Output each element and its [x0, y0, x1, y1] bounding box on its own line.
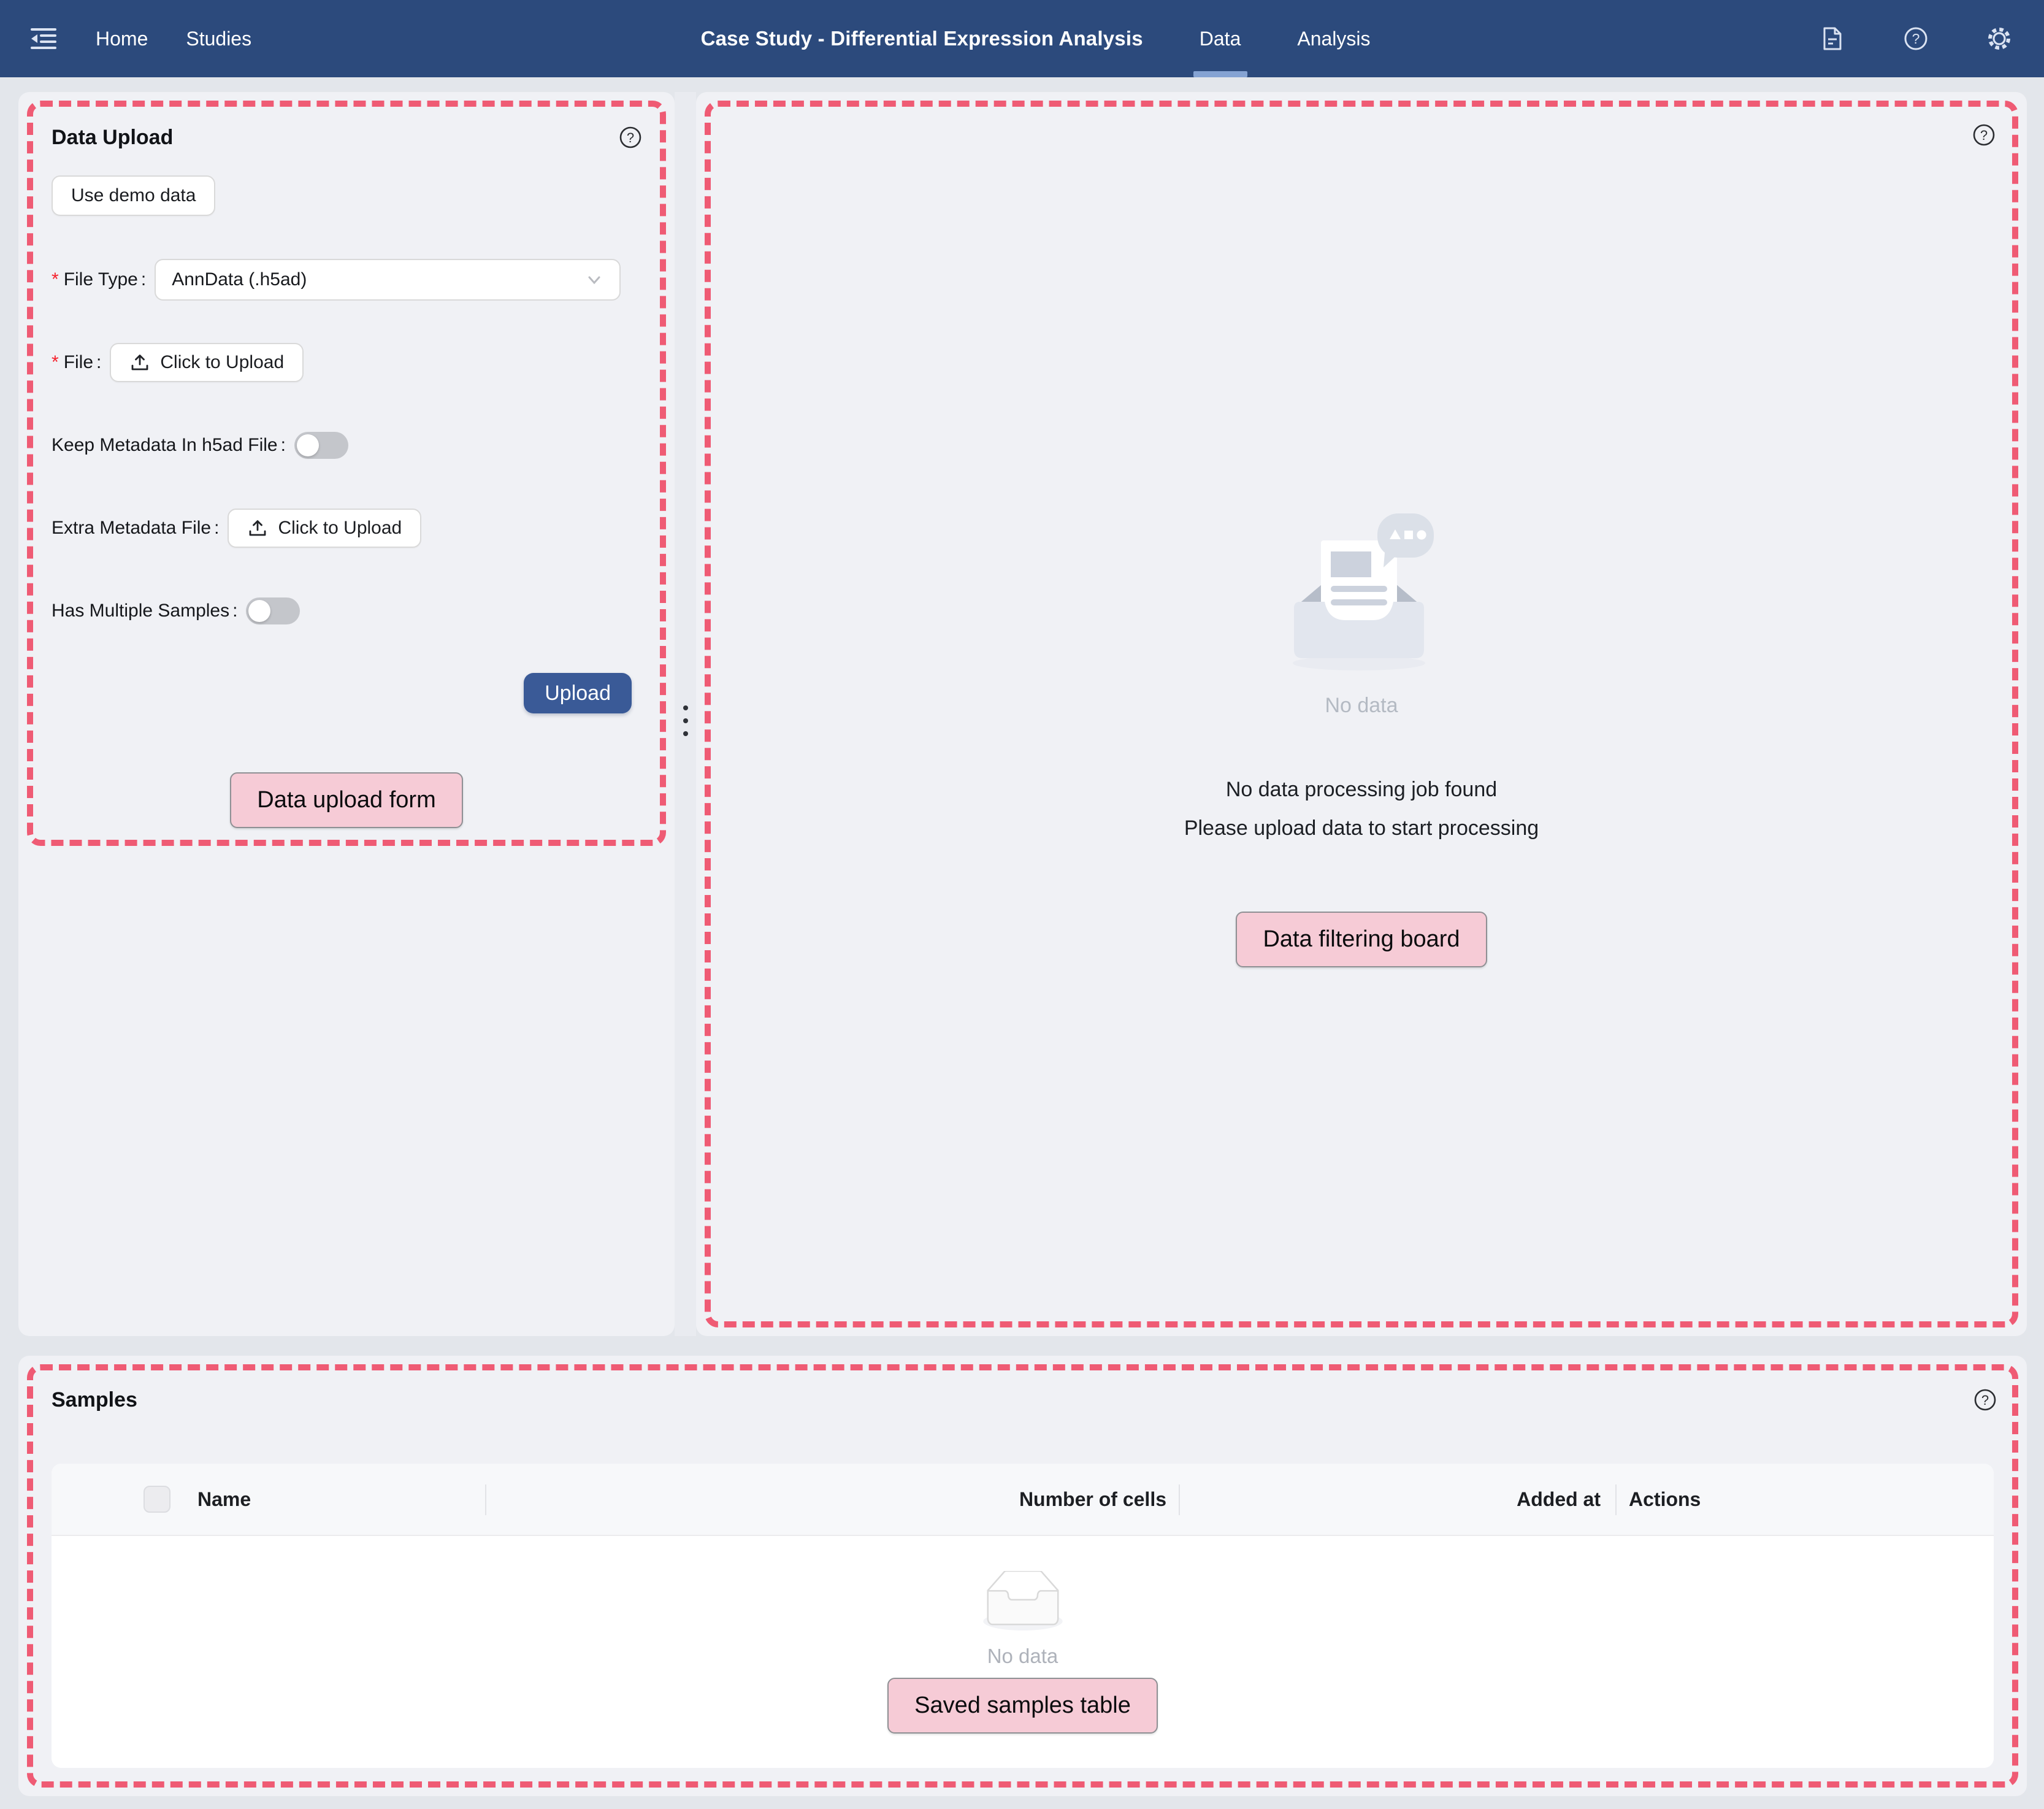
samples-table: Name Number of cells Added at Actions No… [52, 1464, 1994, 1768]
keep-metadata-label: Keep Metadata In h5ad File [52, 435, 278, 455]
empty-inbox-with-bubble-illustration [1293, 513, 1434, 670]
no-data-label: No data [987, 1644, 1058, 1667]
file-type-select[interactable]: AnnData (.h5ad) [155, 259, 621, 301]
no-data-label: No data [1325, 694, 1398, 717]
toggle-knob [248, 600, 271, 622]
select-all-cell [52, 1464, 186, 1535]
file-type-selected-value: AnnData (.h5ad) [172, 269, 307, 290]
data-filtering-card: ? [696, 92, 2027, 1336]
multiple-samples-label: Has Multiple Samples [52, 601, 230, 621]
upload-tray-icon [250, 520, 266, 536]
samples-title: Samples [52, 1388, 137, 1411]
top-navbar: Home Studies Case Study - Differential E… [0, 0, 2044, 77]
column-header-number-of-cells: Number of cells [485, 1464, 1179, 1535]
filter-empty-state: No data No data processing job found Ple… [1184, 507, 1539, 967]
use-demo-data-button[interactable]: Use demo data [52, 175, 216, 216]
upload-badge-row: Data upload form [52, 772, 641, 828]
column-header-name: Name [197, 1488, 251, 1510]
filter-badge-row: Data filtering board [1236, 912, 1487, 967]
file-upload-button-label: Click to Upload [160, 352, 285, 372]
study-title: Case Study - Differential Expression Ana… [700, 27, 1143, 50]
file-type-label: File Type [63, 269, 138, 290]
navbar-right-group: ? [1820, 0, 2012, 77]
extra-metadata-upload-button-label: Click to Upload [278, 518, 402, 538]
samples-card: Samples ? Name Number of cells Added at … [18, 1356, 2027, 1796]
upload-tray-icon [131, 355, 148, 371]
tab-data[interactable]: Data [1200, 0, 1241, 77]
samples-table-header: Name Number of cells Added at Actions [52, 1464, 1994, 1536]
settings-gear-icon[interactable] [1986, 26, 2012, 52]
data-upload-form-badge: Data upload form [230, 772, 463, 828]
help-circle-icon[interactable]: ? [618, 125, 643, 150]
svg-text:?: ? [627, 130, 634, 145]
chevron-down-icon [588, 276, 600, 285]
svg-text:?: ? [1980, 128, 1988, 143]
upload-panel-header: Data Upload [52, 124, 641, 151]
file-row: * File : Click to Upload [52, 342, 641, 383]
extra-metadata-label: Extra Metadata File [52, 518, 212, 538]
demo-data-row: Use demo data [52, 175, 641, 216]
help-circle-icon[interactable]: ? [1972, 123, 1996, 147]
panel-resize-gutter[interactable] [675, 92, 696, 1336]
label-colon: : [140, 269, 147, 290]
samples-highlight-region: Samples ? Name Number of cells Added at … [27, 1364, 2018, 1788]
required-mark: * [52, 352, 59, 372]
data-filtering-highlight-region: ? [705, 101, 2018, 1327]
keep-metadata-row: Keep Metadata In h5ad File : [52, 424, 641, 466]
help-circle-icon[interactable]: ? [1903, 26, 1929, 52]
data-upload-highlight-region: Data Upload ? Use demo data * File Type … [27, 101, 666, 846]
drag-handle-dots-icon [683, 705, 688, 736]
multiple-samples-toggle[interactable] [246, 597, 300, 624]
svg-text:?: ? [1912, 31, 1920, 47]
page-body: Data Upload ? Use demo data * File Type … [0, 77, 2044, 1796]
nav-item-home[interactable]: Home [96, 27, 148, 50]
help-circle-icon[interactable]: ? [1973, 1388, 1997, 1412]
extra-metadata-row: Extra Metadata File : Click to Upload [52, 507, 641, 549]
document-icon[interactable] [1820, 26, 1845, 52]
empty-message: No data processing job found Please uplo… [1184, 770, 1539, 848]
extra-metadata-upload-button[interactable]: Click to Upload [228, 509, 422, 548]
data-upload-card: Data Upload ? Use demo data * File Type … [18, 92, 675, 1336]
samples-table-empty-body: No data Saved samples table [52, 1536, 1994, 1768]
upload-submit-button[interactable]: Upload [524, 673, 632, 713]
nav-item-studies[interactable]: Studies [186, 27, 252, 50]
label-colon: : [232, 601, 238, 621]
label-colon: : [96, 352, 102, 372]
empty-inbox-outline-illustration [982, 1570, 1063, 1630]
label-colon: : [280, 435, 286, 455]
column-header-actions: Actions [1615, 1464, 1994, 1535]
column-header-added-at: Added at [1179, 1464, 1615, 1535]
samples-badge-row: Saved samples table [887, 1677, 1158, 1734]
keep-metadata-toggle[interactable] [294, 432, 348, 459]
empty-message-line1: No data processing job found [1225, 778, 1498, 801]
file-type-row: * File Type : AnnData (.h5ad) [52, 259, 641, 301]
file-label: File [63, 352, 94, 372]
menu-fold-icon[interactable] [29, 25, 58, 52]
upload-panel-title: Data Upload [52, 125, 174, 149]
toggle-knob [296, 434, 319, 456]
top-row: Data Upload ? Use demo data * File Type … [18, 92, 2027, 1336]
tab-analysis[interactable]: Analysis [1297, 27, 1371, 50]
samples-header: Samples [52, 1386, 1994, 1413]
navbar-spacer [251, 0, 700, 77]
multiple-samples-row: Has Multiple Samples : [52, 590, 641, 632]
empty-message-line2: Please upload data to start processing [1184, 816, 1539, 840]
navbar-spacer [1371, 0, 1820, 77]
saved-samples-table-badge: Saved samples table [887, 1677, 1158, 1734]
upload-submit-row: Upload [52, 673, 641, 713]
file-upload-button[interactable]: Click to Upload [110, 343, 304, 382]
select-all-checkbox[interactable] [144, 1486, 170, 1513]
required-mark: * [52, 269, 59, 290]
label-colon: : [214, 518, 220, 538]
navbar-left-group: Home Studies [29, 0, 251, 77]
svg-text:?: ? [1981, 1392, 1989, 1408]
navbar-center-group: Case Study - Differential Expression Ana… [701, 0, 1371, 77]
data-filtering-board-badge: Data filtering board [1236, 912, 1487, 967]
